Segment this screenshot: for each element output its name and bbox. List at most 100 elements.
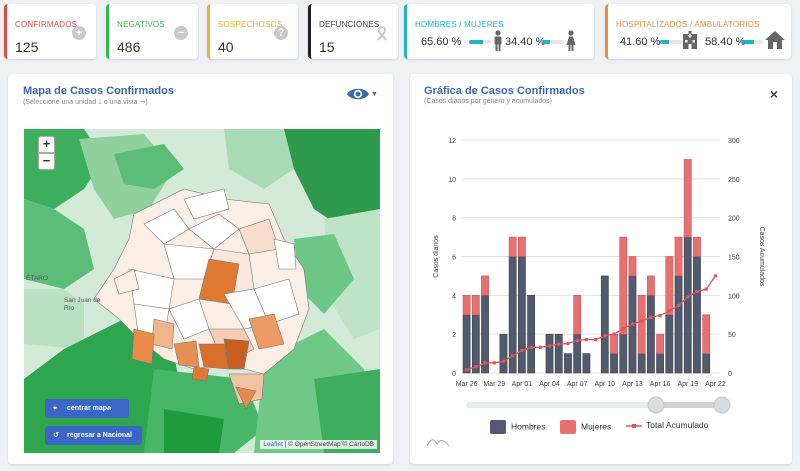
bar-hombres: [471, 314, 480, 374]
range-slider-handle-right: [713, 396, 731, 414]
point-total-acumulado: [520, 348, 524, 353]
question-circle-icon: ?: [274, 26, 288, 40]
return-national-button[interactable]: ↺ regresar a Nacional: [45, 426, 142, 445]
defunciones-card[interactable]: DEFUNCIONES 15: [308, 4, 398, 59]
hombres-progress: [469, 40, 491, 44]
bar-mujeres: [656, 333, 665, 354]
sospechosos-label: SOSPECHOSOS: [218, 20, 283, 29]
x-tick-label: Mar 26: [456, 381, 478, 388]
bar-mujeres: [462, 295, 471, 316]
mujeres-progress-fill: [542, 40, 550, 44]
point-total-acumulado: [640, 319, 644, 323]
legend-total-marker: [626, 423, 642, 428]
point-total-acumulado: [483, 361, 487, 365]
negativos-label: NEGATIVOS: [117, 20, 165, 29]
y-tick-label: 4: [452, 293, 456, 300]
point-total-acumulado: [538, 345, 542, 349]
point-total-acumulado: [713, 274, 717, 278]
hospital-label: HOSPITALIZADOS / AMBULATORIOS: [616, 20, 760, 29]
point-total-acumulado: [649, 315, 653, 319]
chevron-down-icon[interactable]: ▼: [371, 91, 378, 98]
place-label-queretaro: ÉTARO: [26, 275, 48, 282]
zoom-in-button[interactable]: +: [38, 136, 55, 153]
mujeres-progress: [542, 40, 564, 44]
point-total-acumulado: [492, 361, 496, 365]
leaflet-link[interactable]: Leaflet: [263, 441, 283, 448]
point-total-acumulado: [584, 338, 588, 342]
defunciones-label: DEFUNCIONES: [319, 20, 380, 29]
bar-hombres: [600, 275, 609, 374]
genero-card[interactable]: HOMBRES / MUJERES 65.60 % 34.40 %: [404, 4, 594, 59]
map-view[interactable]: ÉTARO San Juan de Río: [24, 129, 380, 453]
hospitalizados-progress-fill: [660, 40, 670, 44]
x-tick-label: Apr 16: [650, 381, 671, 388]
bar-hombres: [665, 314, 674, 374]
bar-hombres: [582, 353, 591, 374]
y-axis-label: Casos diarios: [433, 235, 440, 278]
legend-hombres-swatch: [490, 420, 506, 434]
bar-mujeres: [665, 256, 674, 316]
y-right-tick-label: 250: [728, 177, 740, 184]
female-person-icon: [566, 30, 576, 51]
y-tick-label: 8: [452, 216, 456, 223]
confirmados-value: 125: [15, 39, 39, 55]
x-tick-label: Apr 01: [512, 381, 533, 388]
point-total-acumulado: [575, 338, 579, 342]
close-icon[interactable]: ×: [769, 86, 778, 102]
bar-hombres: [646, 295, 655, 374]
point-total-acumulado: [686, 295, 690, 299]
bar-mujeres: [628, 256, 637, 277]
center-map-button[interactable]: ⌖ centrar mapa: [45, 399, 129, 418]
zoom-out-button[interactable]: −: [38, 153, 55, 170]
point-total-acumulado: [676, 303, 681, 308]
bar-hombres: [564, 353, 572, 374]
bar-hombres: [554, 333, 563, 374]
bar-mujeres: [619, 236, 628, 335]
bar-mujeres: [637, 295, 646, 354]
point-total-acumulado: [695, 289, 699, 294]
x-tick-label: Apr 10: [595, 381, 616, 388]
hospital-card[interactable]: HOSPITALIZADOS / AMBULATORIOS 41.60 % 58…: [605, 4, 791, 59]
defunciones-value: 15: [319, 39, 335, 55]
center-map-label: centrar mapa: [67, 405, 111, 412]
sospechosos-card[interactable]: SOSPECHOSOS 40 ?: [207, 4, 298, 59]
map-panel-subtitle: (Seleccione una unidad 🡓 o una vista 🡒): [23, 99, 148, 106]
legend-total[interactable]: Total Acumulado: [626, 420, 708, 431]
range-slider-handle-left: [647, 396, 665, 414]
line-total-acumulado: [466, 275, 716, 371]
legend-total-label: Total Acumulado: [646, 420, 709, 430]
choropleth-map[interactable]: [24, 129, 380, 453]
bar-hombres: [499, 333, 508, 374]
negativos-value: 486: [117, 39, 141, 55]
y-tick-label: 6: [452, 255, 456, 262]
bar-hombres: [674, 275, 683, 374]
minus-circle-icon: −: [174, 26, 188, 40]
x-tick-label: Apr 13: [622, 381, 643, 388]
map-attribution: Leaflet | © OpenStreetMap © CartoDB: [260, 440, 377, 449]
chart-panel-title: Gráfica de Casos Confirmados: [424, 85, 585, 97]
eye-icon[interactable]: [346, 86, 370, 102]
y-right-axis-label: Casos Acumulados: [758, 227, 765, 287]
bar-hombres: [656, 353, 665, 374]
point-total-acumulado: [630, 322, 635, 326]
mujeres-percent: 34.40 %: [505, 36, 546, 48]
bar-mujeres: [693, 236, 701, 257]
y-right-tick-label: 50: [728, 332, 736, 339]
bar-mujeres: [481, 275, 489, 296]
range-slider-selection: [656, 402, 722, 408]
x-tick-label: Apr 04: [539, 381, 560, 388]
genero-label: HOMBRES / MUJERES: [415, 20, 504, 29]
bar-hombres: [517, 256, 526, 374]
back-icon: ↺: [53, 432, 59, 439]
bar-hombres: [527, 295, 536, 374]
legend-hombres[interactable]: Hombres: [490, 420, 545, 434]
bar-mujeres: [508, 236, 517, 257]
ambulatorios-progress-fill: [741, 40, 754, 44]
cases-chart[interactable]: 0 2 4 6 8 10 12 0 50 100 150 200 250 300 Casos diarios…: [410, 74, 792, 464]
crosshair-icon: ⌖: [53, 405, 57, 412]
map-panel: Mapa de Casos Confirmados (Seleccione un…: [8, 74, 393, 464]
legend-mujeres[interactable]: Mujeres: [560, 420, 611, 434]
confirmados-card[interactable]: CONFIRMADOS 125 +: [4, 4, 96, 59]
negativos-card[interactable]: NEGATIVOS 486 −: [106, 4, 198, 59]
chart-menu-icon[interactable]: [426, 436, 450, 448]
